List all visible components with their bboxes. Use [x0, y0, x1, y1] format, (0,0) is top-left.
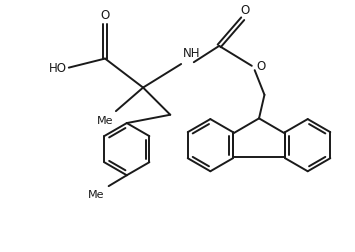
- Text: Me: Me: [97, 116, 113, 126]
- Text: NH: NH: [183, 47, 201, 60]
- Text: Me: Me: [88, 189, 104, 199]
- Text: HO: HO: [49, 62, 67, 75]
- Text: O: O: [100, 9, 110, 22]
- Text: O: O: [240, 4, 249, 17]
- Text: O: O: [256, 60, 266, 73]
